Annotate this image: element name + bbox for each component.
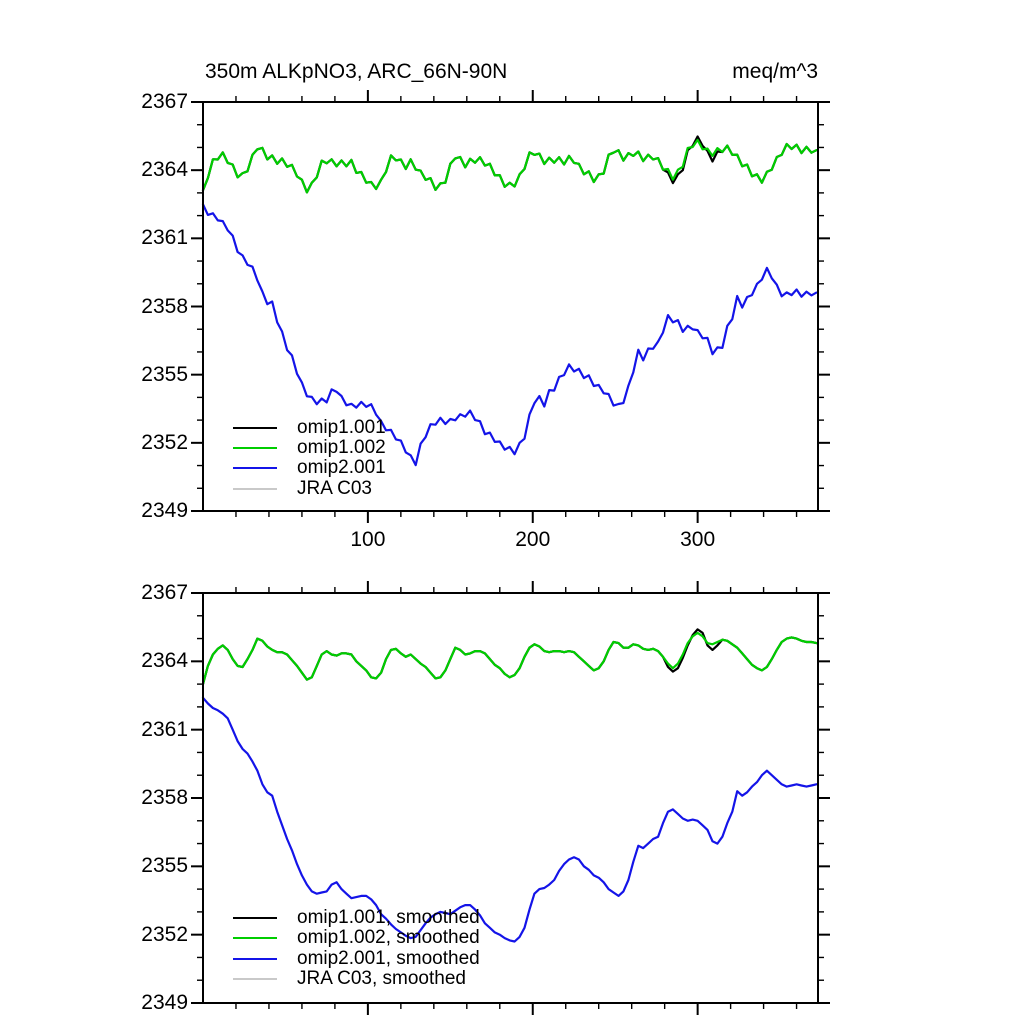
- legend-item: omip1.001, smoothed: [233, 908, 480, 928]
- y-tick-label: 2355: [141, 362, 188, 386]
- y-tick-label: 2367: [141, 581, 188, 604]
- series-line-omip2.001: [201, 203, 818, 467]
- legend-item: JRA C03: [233, 479, 372, 499]
- series-line-omip1.002: [201, 138, 818, 194]
- legend-label: JRA C03, smoothed: [297, 968, 466, 989]
- y-tick-label: 2367: [141, 90, 188, 113]
- y-tick-label: 2358: [141, 294, 188, 318]
- legend-line-omip1-002-smoothed: [233, 937, 277, 939]
- x-tick-label: 100: [350, 528, 386, 551]
- y-tick-label: 2349: [141, 499, 188, 522]
- legend-label: omip2.001, smoothed: [297, 948, 480, 969]
- legend-item: omip1.002, smoothed: [233, 928, 480, 948]
- y-tick-label: 2364: [141, 158, 188, 182]
- legend-item: omip1.002: [233, 438, 386, 458]
- legend-line-jra-c03-smoothed: [233, 978, 277, 980]
- y-tick-label: 2352: [141, 922, 188, 946]
- x-tick-label: 200: [515, 528, 551, 551]
- legend-line-omip2-001: [233, 467, 277, 469]
- units-label: meq/m^3: [732, 60, 818, 83]
- y-tick-label: 2361: [141, 717, 188, 741]
- series-line-omip1.001, smoothed: [201, 628, 818, 686]
- legend-item: omip2.001, smoothed: [233, 949, 480, 969]
- y-tick-label: 2355: [141, 854, 188, 878]
- legend-label: omip1.002: [297, 437, 386, 458]
- legend-label: omip2.001: [297, 457, 386, 478]
- legend-item: JRA C03, smoothed: [233, 969, 466, 989]
- legend-line-omip1-001: [233, 427, 277, 429]
- legend-line-omip1-001-smoothed: [233, 917, 277, 919]
- y-tick-label: 2364: [141, 649, 188, 673]
- panel-frame: [202, 101, 819, 512]
- series-line-omip2.001, smoothed: [201, 696, 818, 943]
- legend-label: omip1.002, smoothed: [297, 927, 480, 948]
- legend-line-omip1-002: [233, 447, 277, 449]
- y-tick-label: 2352: [141, 430, 188, 454]
- legend-item: omip2.001: [233, 458, 386, 478]
- y-tick-label: 2349: [141, 991, 188, 1014]
- x-tick-label: 300: [680, 528, 716, 551]
- legend-line-jra-c03: [233, 488, 277, 490]
- legend-label: omip1.001: [297, 417, 386, 438]
- legend-line-omip2-001-smoothed: [233, 958, 277, 960]
- panel-frame: [202, 592, 819, 1004]
- legend-item: omip1.001: [233, 418, 386, 438]
- series-line-JRA C03, smoothed: [201, 628, 818, 686]
- legend-label: JRA C03: [297, 478, 372, 499]
- legend-label: omip1.001, smoothed: [297, 907, 480, 928]
- y-tick-label: 2361: [141, 226, 188, 250]
- y-tick-label: 2358: [141, 786, 188, 809]
- chart-title: 350m ALKpNO3, ARC_66N-90N: [205, 60, 508, 83]
- series-line-omip1.002, smoothed: [201, 631, 818, 686]
